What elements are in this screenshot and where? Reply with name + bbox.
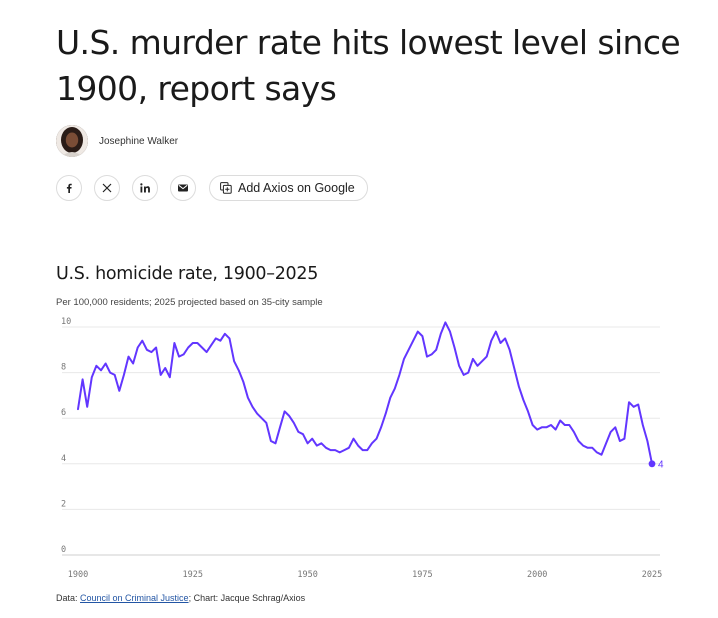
email-icon: [178, 184, 188, 192]
email-share-button[interactable]: [170, 175, 196, 201]
x-tick-label-2025: 2025: [642, 570, 662, 580]
x-tick-label-1900: 1900: [68, 570, 88, 580]
add-axios-on-google-label: Add Axios on Google: [238, 181, 355, 195]
add-source-icon: [220, 182, 232, 194]
y-tick-label-8: 8: [61, 363, 66, 373]
linkedin-icon: [139, 183, 150, 193]
add-axios-on-google-button[interactable]: Add Axios on Google: [209, 175, 368, 201]
y-tick-label-6: 6: [61, 408, 66, 418]
x-tick-label-1950: 1950: [297, 570, 317, 580]
chart-subtitle: Per 100,000 residents; 2025 projected ba…: [56, 297, 323, 308]
endpoint-marker: [648, 460, 656, 468]
source-suffix: ; Chart: Jacque Schrag/Axios: [188, 593, 306, 603]
share-bar: Add Axios on Google: [56, 175, 368, 201]
linkedin-share-button[interactable]: [132, 175, 158, 201]
x-share-button[interactable]: [94, 175, 120, 201]
source-link[interactable]: Council on Criminal Justice: [80, 593, 189, 603]
source-prefix: Data:: [56, 593, 81, 603]
series-line-homicide-rate: [77, 321, 653, 465]
x-tick-label-1925: 1925: [183, 570, 203, 580]
y-tick-label-4: 4: [61, 454, 66, 464]
x-tick-label-2000: 2000: [527, 570, 547, 580]
article-headline: U.S. murder rate hits lowest level since…: [56, 23, 681, 108]
byline: Josephine Walker: [56, 124, 178, 158]
author-name[interactable]: Josephine Walker: [99, 135, 179, 147]
homicide-rate-chart: 0 2 4 6 8 10 1900 1925 1950 1975 2000 2025 4: [61, 317, 664, 580]
x-icon: [102, 183, 112, 193]
endpoint-label: 4: [658, 459, 664, 470]
facebook-icon: [66, 183, 72, 193]
chart-title: U.S. homicide rate, 1900–2025: [56, 264, 319, 284]
author-avatar[interactable]: [56, 125, 88, 157]
x-tick-label-1975: 1975: [412, 570, 432, 580]
y-tick-label-2: 2: [61, 499, 66, 509]
y-tick-label-0: 0: [61, 545, 66, 555]
chart-source: Data: Council on Criminal Justice; Chart…: [56, 593, 305, 603]
y-tick-label-10: 10: [61, 317, 71, 327]
facebook-share-button[interactable]: [56, 175, 82, 201]
